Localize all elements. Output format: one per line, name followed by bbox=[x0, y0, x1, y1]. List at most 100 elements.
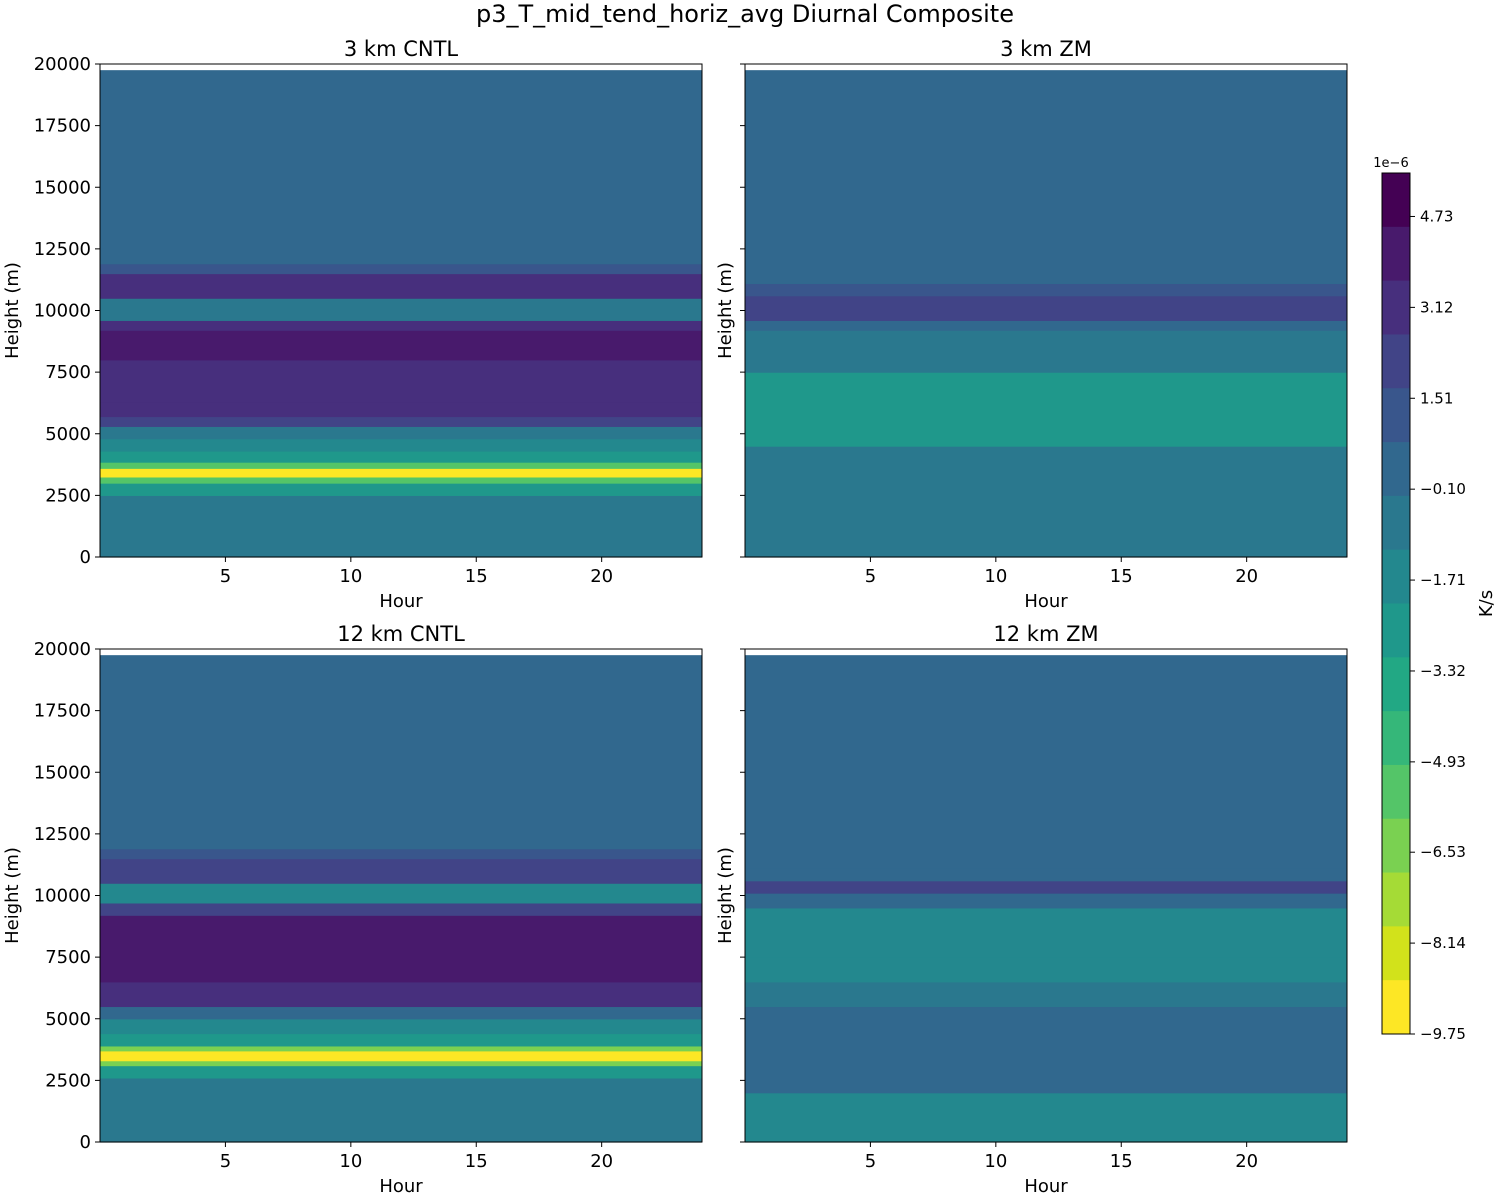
contour-band bbox=[100, 330, 702, 361]
x-tick-label: 20 bbox=[590, 1151, 613, 1172]
figure-title: p3_T_mid_tend_horiz_avg Diurnal Composit… bbox=[476, 0, 1014, 28]
colorbar-tick-label: −3.32 bbox=[1420, 662, 1466, 680]
contour-bands bbox=[745, 70, 1347, 558]
y-axis-label: Height (m) bbox=[2, 847, 23, 944]
y-tick-label: 15000 bbox=[34, 177, 91, 198]
contour-band bbox=[100, 1045, 702, 1052]
subplot-title: 3 km CNTL bbox=[344, 37, 459, 61]
x-tick-label: 5 bbox=[865, 566, 876, 587]
x-tick-label: 20 bbox=[1235, 1151, 1258, 1172]
contour-band bbox=[100, 416, 702, 427]
contour-band bbox=[745, 981, 1347, 1008]
colorbar-frame bbox=[1381, 172, 1411, 1035]
contour-band bbox=[100, 70, 702, 265]
y-tick-label: 0 bbox=[80, 1132, 91, 1153]
contour-band bbox=[100, 883, 702, 904]
y-tick-label: 5000 bbox=[45, 1009, 91, 1030]
x-axis-label: Hour bbox=[379, 591, 423, 612]
x-tick-label: 10 bbox=[339, 566, 362, 587]
contour-band bbox=[100, 848, 702, 860]
contour-band bbox=[100, 915, 702, 983]
contour-bands bbox=[745, 655, 1347, 1143]
colorbar-tick-label: −4.93 bbox=[1420, 753, 1466, 771]
colorbar-segment bbox=[1382, 657, 1410, 712]
y-tick-label: 15000 bbox=[34, 762, 91, 783]
contour-band bbox=[745, 1092, 1347, 1143]
contour-band bbox=[100, 468, 702, 478]
colorbar-offset-label: 1e−6 bbox=[1373, 156, 1408, 171]
x-tick-label: 20 bbox=[590, 566, 613, 587]
colorbar: 4.73 3.12 1.51 −0.10 −1.71 −3.32 −4.93 −6.53 −8.… bbox=[1373, 156, 1497, 1043]
subplot-1: 3 km CNTL 5 10 15 20 Hour 0 2500 5000 7500 10000 12… bbox=[2, 37, 703, 612]
y-tick-label: 20000 bbox=[34, 639, 91, 660]
contour-band bbox=[100, 273, 702, 299]
subplot-2: 3 km ZM 5 10 15 20 Hour Height (m) bbox=[715, 37, 1348, 612]
x-tick-label: 10 bbox=[984, 566, 1007, 587]
contour-band bbox=[100, 1018, 702, 1035]
contour-band bbox=[100, 263, 702, 275]
contour-band bbox=[745, 446, 1347, 474]
colorbar-segment bbox=[1382, 872, 1410, 927]
contour-band bbox=[100, 858, 702, 884]
contour-bands bbox=[100, 70, 702, 558]
contour-band bbox=[745, 893, 1347, 909]
x-axis-label: Hour bbox=[1024, 591, 1068, 612]
y-axis-label: Height (m) bbox=[715, 847, 736, 944]
colorbar-segment bbox=[1382, 711, 1410, 766]
colorbar-segment bbox=[1382, 388, 1410, 443]
contour-band bbox=[100, 320, 702, 331]
contour-band bbox=[100, 1077, 702, 1094]
contour-band bbox=[100, 1092, 702, 1109]
x-tick-label: 5 bbox=[220, 566, 231, 587]
contour-band bbox=[100, 438, 702, 452]
contour-band bbox=[100, 981, 702, 1008]
x-tick-label: 15 bbox=[465, 1151, 488, 1172]
contour-band bbox=[100, 426, 702, 440]
subplot-title: 3 km ZM bbox=[1000, 37, 1092, 61]
x-tick-label: 5 bbox=[220, 1151, 231, 1172]
contour-band bbox=[100, 401, 702, 418]
y-tick-label: 17500 bbox=[34, 701, 91, 722]
contour-band bbox=[100, 532, 702, 558]
panels: 3 km CNTL 5 10 15 20 Hour 0 2500 5000 7500 10000 12… bbox=[2, 37, 1348, 1197]
y-tick-label: 20000 bbox=[34, 54, 91, 75]
y-tick-label: 5000 bbox=[45, 424, 91, 445]
colorbar-tick-label: −6.53 bbox=[1420, 843, 1466, 861]
colorbar-tick-label: −1.71 bbox=[1420, 571, 1466, 589]
colorbar-segments bbox=[1382, 173, 1410, 1035]
colorbar-segment bbox=[1382, 442, 1410, 497]
contour-band bbox=[100, 451, 702, 463]
contour-band bbox=[745, 487, 1347, 558]
contour-band bbox=[100, 359, 702, 403]
subplot-title: 12 km CNTL bbox=[337, 622, 465, 646]
y-tick-label: 2500 bbox=[45, 1070, 91, 1091]
contour-band bbox=[745, 330, 1347, 373]
y-tick-label: 10000 bbox=[34, 886, 91, 907]
contour-band bbox=[100, 1033, 702, 1047]
contour-band bbox=[745, 320, 1347, 331]
colorbar-tick-label: 4.73 bbox=[1420, 207, 1453, 225]
colorbar-segment bbox=[1382, 334, 1410, 389]
contour-band bbox=[100, 1065, 702, 1079]
colorbar-tick-label: 1.51 bbox=[1420, 389, 1453, 407]
x-axis-label: Hour bbox=[379, 1176, 423, 1197]
y-axis-label: Height (m) bbox=[2, 262, 23, 359]
colorbar-segment bbox=[1382, 173, 1410, 228]
contour-band bbox=[745, 372, 1347, 447]
contour-band bbox=[100, 298, 702, 321]
contour-band bbox=[745, 868, 1347, 882]
contour-band bbox=[100, 1107, 702, 1143]
colorbar-segment bbox=[1382, 549, 1410, 604]
contour-band bbox=[745, 473, 1347, 489]
contour-band bbox=[745, 880, 1347, 894]
y-tick-label: 17500 bbox=[34, 116, 91, 137]
y-tick-label: 7500 bbox=[45, 362, 91, 383]
y-tick-label: 0 bbox=[80, 547, 91, 568]
colorbar-segment bbox=[1382, 495, 1410, 551]
x-tick-label: 15 bbox=[1110, 1151, 1133, 1172]
y-tick-label: 7500 bbox=[45, 947, 91, 968]
x-axis-label: Hour bbox=[1024, 1176, 1068, 1197]
colorbar-segment bbox=[1382, 603, 1410, 658]
y-tick-label: 12500 bbox=[34, 824, 91, 845]
